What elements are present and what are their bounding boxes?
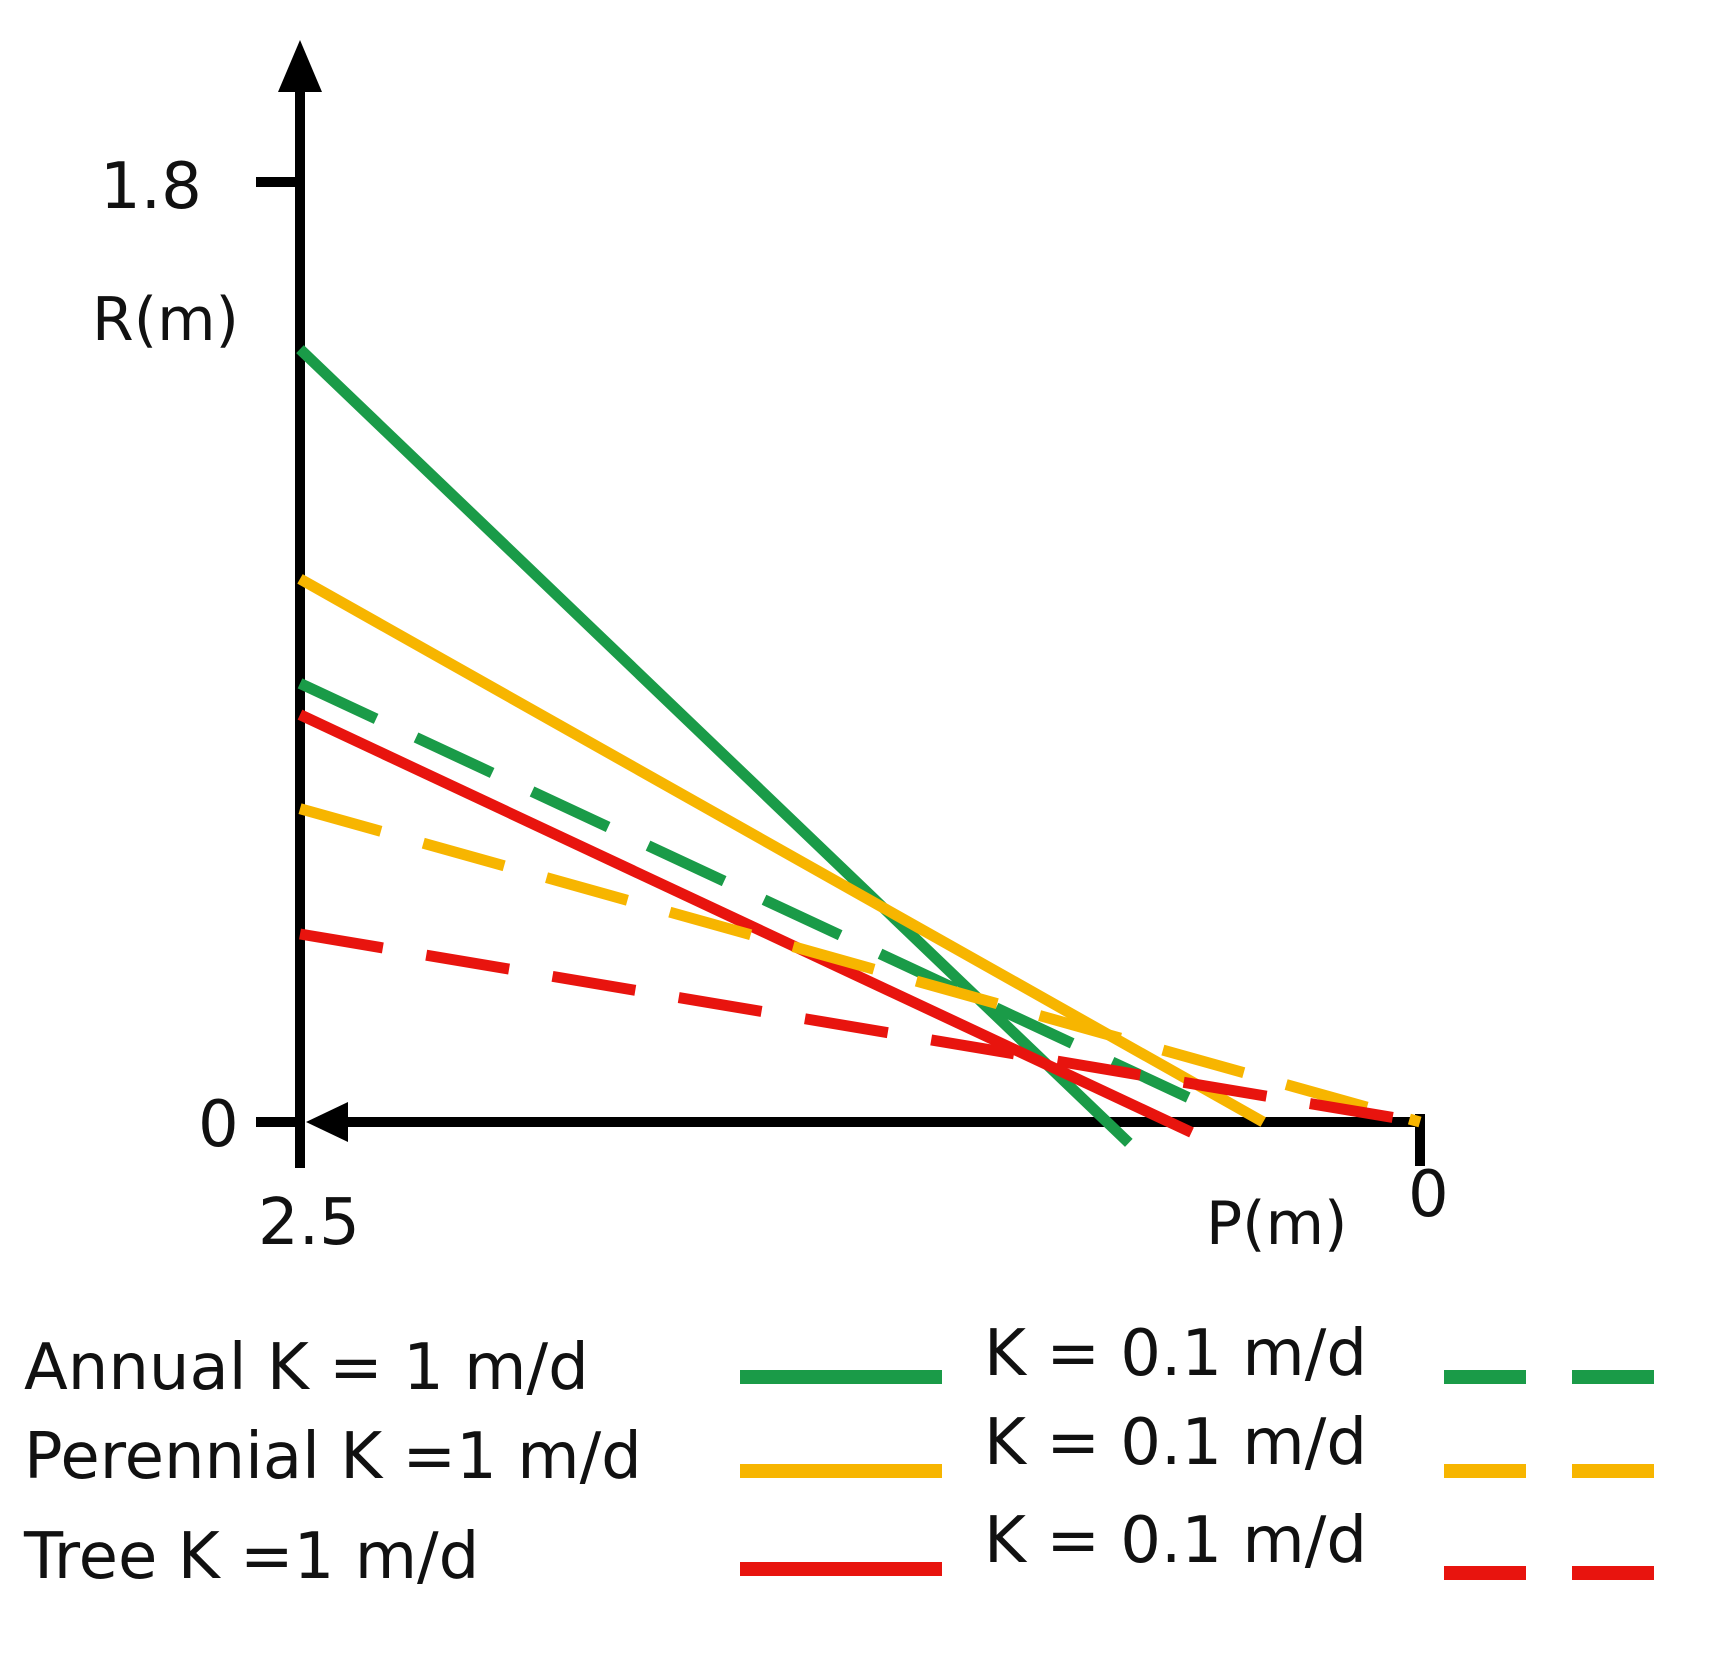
series-line-5	[298, 803, 1422, 1128]
legend-swatch-perennial-solid	[740, 1464, 942, 1478]
legend-k2-annual: K = 0.1 m/d	[984, 1317, 1367, 1391]
legend-swatch-tree-solid	[740, 1562, 942, 1576]
x-tick-label-right: 0	[1408, 1158, 1449, 1232]
legend-swatch-annual-dashed-2	[1572, 1370, 1654, 1384]
y-axis-arrow	[278, 40, 322, 92]
legend-swatch-tree-dashed-2	[1572, 1566, 1654, 1580]
y-axis-title: R(m)	[92, 285, 239, 355]
x-axis-arrow	[306, 1102, 348, 1142]
legend-label-annual: Annual K = 1 m/d	[24, 1331, 589, 1405]
series-line-6	[299, 928, 1421, 1128]
x-axis-title: P(m)	[1206, 1189, 1347, 1259]
x-tick-label-left: 2.5	[258, 1186, 360, 1260]
legend-swatch-perennial-dashed-2	[1572, 1464, 1654, 1478]
y-tick-label-min: 0	[198, 1088, 239, 1162]
legend-row-tree: Tree K =1 m/d K = 0.1 m/d	[24, 1509, 1724, 1620]
legend-swatch-tree-dashed	[1444, 1566, 1526, 1580]
legend-swatch-annual-dashed	[1444, 1370, 1526, 1384]
series-line-3	[297, 709, 1194, 1138]
legend-label-perennial: Perennial K =1 m/d	[24, 1420, 642, 1494]
legend-label-tree: Tree K =1 m/d	[24, 1520, 480, 1594]
legend-swatch-perennial-dashed	[1444, 1464, 1526, 1478]
series-lines	[296, 345, 1422, 1147]
legend-swatch-annual-solid	[740, 1370, 942, 1384]
tick-labels: 1.8 0 2.5 0 R(m) P(m)	[92, 150, 1449, 1260]
chart: 1.8 0 2.5 0 R(m) P(m)	[92, 40, 1449, 1260]
y-tick-label-max: 1.8	[100, 150, 202, 224]
legend-k2-perennial: K = 0.1 m/d	[984, 1406, 1367, 1480]
legend-row-perennial: Perennial K =1 m/d K = 0.1 m/d	[24, 1411, 1724, 1520]
legend: Annual K = 1 m/d K = 0.1 m/d Perennial K…	[24, 1300, 1724, 1630]
series-line-1	[296, 345, 1133, 1147]
legend-row-annual: Annual K = 1 m/d K = 0.1 m/d	[24, 1322, 1724, 1430]
legend-k2-tree: K = 0.1 m/d	[984, 1504, 1367, 1578]
series-line-4	[297, 678, 1221, 1117]
axes	[256, 40, 1425, 1168]
